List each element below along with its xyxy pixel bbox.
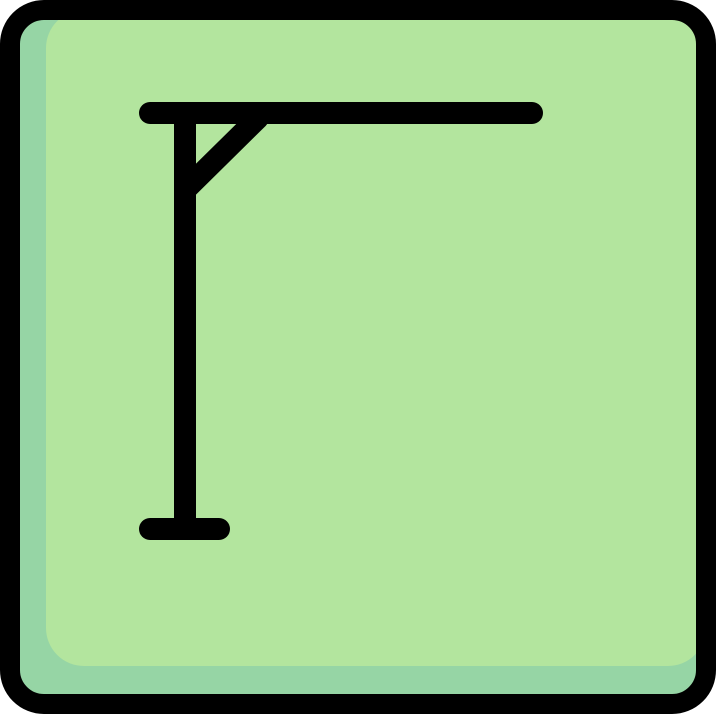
gallows-brace bbox=[174, 107, 269, 201]
gallows bbox=[139, 102, 543, 540]
